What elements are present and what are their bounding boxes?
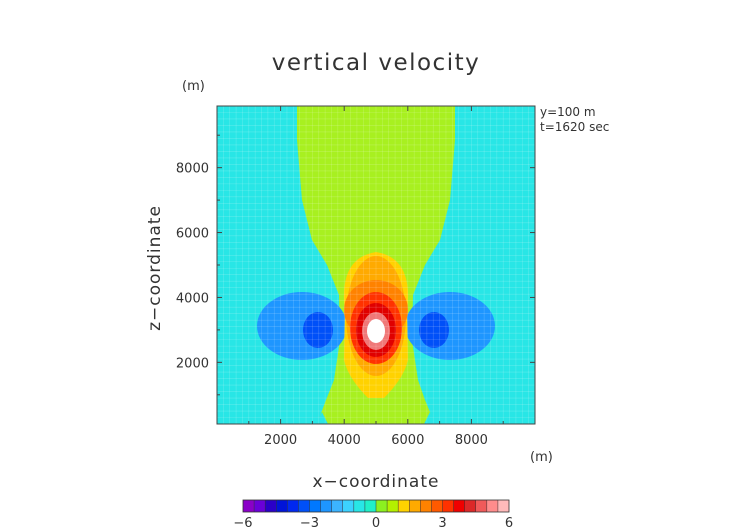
colorbar-swatch	[243, 500, 255, 512]
y-tick-label: 2000	[176, 356, 209, 371]
colorbar-swatch	[453, 500, 465, 512]
x-tick-label: 4000	[328, 433, 361, 448]
colorbar-tick-label: −3	[300, 516, 319, 531]
colorbar: −6 −3 0 3 6	[233, 499, 513, 531]
x-unit-label: (m)	[530, 450, 553, 465]
colorbar-swatch	[431, 500, 443, 512]
y-tick-label: 8000	[176, 162, 209, 177]
right-downdraft-outer	[405, 292, 495, 360]
colorbar-tick-label: −6	[233, 516, 252, 531]
colorbar-tick-label: 3	[438, 516, 446, 531]
colorbar-swatch	[353, 500, 366, 512]
colorbar-swatch	[287, 500, 299, 512]
y-unit-label: (m)	[182, 79, 205, 94]
y-axis-label: z−coordinate	[145, 205, 165, 331]
colorbar-swatch	[254, 500, 266, 512]
colorbar-frame	[242, 499, 510, 513]
x-tick-label: 2000	[264, 433, 297, 448]
left-downdraft-core	[303, 312, 333, 348]
x-tick-label: 6000	[391, 433, 424, 448]
colorbar-swatch	[320, 500, 332, 512]
colorbar-swatch	[265, 500, 277, 512]
colorbar-swatch	[387, 500, 399, 512]
colorbar-swatch	[376, 500, 388, 512]
colorbar-swatch	[420, 500, 432, 512]
colorbar-swatch	[331, 500, 344, 512]
left-downdraft-outer	[257, 292, 347, 360]
colorbar-tick-label: 0	[372, 516, 380, 531]
annotation-time: t=1620 sec	[540, 120, 609, 134]
annotation-y-position: y=100 m	[540, 105, 596, 119]
chart-title: vertical velocity	[272, 50, 480, 76]
colorbar-swatch	[442, 500, 454, 512]
y-tick-label: 6000	[176, 227, 209, 242]
colorbar-swatch	[298, 500, 310, 512]
colorbar-tick-label: 6	[505, 516, 513, 531]
colorbar-swatch	[342, 500, 355, 512]
colorbar-swatch	[486, 500, 499, 512]
colorbar-swatch	[276, 500, 288, 512]
y-tick-label: 4000	[176, 291, 209, 306]
colorbar-swatch	[464, 500, 477, 512]
updraft-level-7	[367, 319, 385, 343]
x-axis-ticks: 2000 4000 6000 8000	[248, 106, 504, 448]
right-downdraft-core	[419, 312, 449, 348]
colorbar-swatch	[309, 500, 321, 512]
y-axis-ticks: 2000 4000 6000 8000	[176, 134, 535, 396]
colorbar-swatch	[475, 500, 488, 512]
colorbar-swatch	[409, 500, 421, 512]
grid-lines	[217, 106, 535, 424]
colorbar-swatch	[398, 500, 410, 512]
x-tick-label: 8000	[455, 433, 488, 448]
plot-area	[217, 106, 535, 424]
x-axis-label: x−coordinate	[313, 472, 440, 492]
colorbar-swatch	[364, 500, 377, 512]
colorbar-swatch	[497, 500, 510, 512]
